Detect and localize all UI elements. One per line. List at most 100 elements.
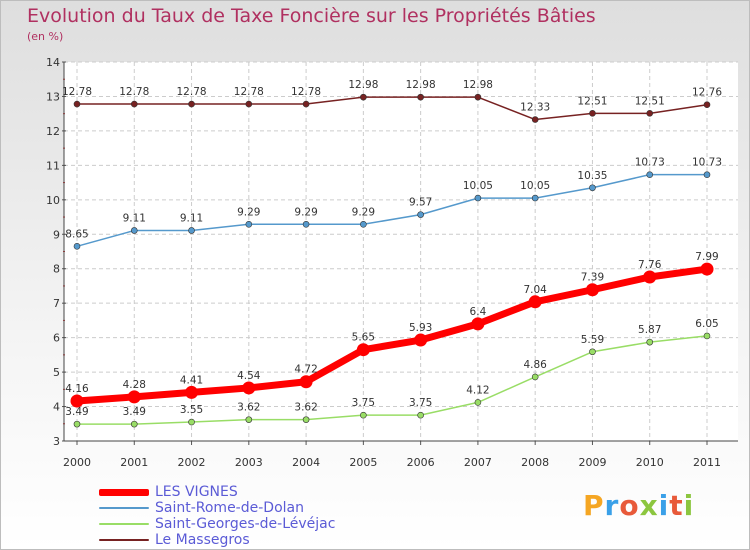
data-point <box>646 110 654 117</box>
data-point <box>302 220 310 228</box>
data-label: 10.73 <box>635 157 665 169</box>
data-point <box>646 338 654 346</box>
chart-subtitle: (en %) <box>27 30 64 43</box>
data-point <box>585 283 599 297</box>
legend-item: Saint-Rome-de-Dolan <box>99 500 335 516</box>
data-label: 12.78 <box>177 86 207 98</box>
data-point <box>360 411 367 419</box>
chart-legend: LES VIGNES Saint-Rome-de-Dolan Saint-Georg… <box>99 484 335 548</box>
data-label: 12.98 <box>348 79 378 91</box>
data-point <box>589 110 596 117</box>
y-tick-label: 7 <box>53 297 60 310</box>
data-point <box>643 270 657 284</box>
series-line <box>76 173 708 248</box>
x-tick-label: 2004 <box>292 456 320 469</box>
data-label: 9.29 <box>294 206 317 218</box>
data-label: 10.05 <box>463 180 493 192</box>
data-point <box>360 220 367 228</box>
data-label: 7.99 <box>695 251 718 263</box>
data-label: 4.16 <box>65 383 89 395</box>
y-tick-label: 9 <box>53 228 60 241</box>
data-label: 6.4 <box>470 306 487 318</box>
x-tick-label: 2010 <box>636 456 664 469</box>
data-point <box>417 93 424 101</box>
data-point <box>130 227 138 234</box>
y-tick-label: 14 <box>46 56 60 69</box>
data-point <box>130 100 138 108</box>
data-label: 7.04 <box>523 284 547 296</box>
data-label: 10.73 <box>692 157 722 169</box>
data-point <box>646 171 654 178</box>
data-point <box>700 262 714 276</box>
legend-label: Le Massegros <box>155 532 250 548</box>
data-label: 12.76 <box>692 87 722 99</box>
data-label: 9.11 <box>180 212 203 224</box>
data-point <box>299 375 313 389</box>
data-label: 3.49 <box>65 406 88 418</box>
data-point <box>589 184 596 192</box>
y-tick-label: 6 <box>53 332 60 345</box>
data-label: 12.33 <box>520 102 550 114</box>
y-tick-label: 8 <box>53 263 60 276</box>
data-label: 12.78 <box>291 86 321 98</box>
data-point <box>70 394 84 408</box>
data-label: 5.87 <box>638 324 661 336</box>
data-point <box>474 399 482 406</box>
data-label: 12.78 <box>62 86 92 98</box>
data-point <box>130 420 138 428</box>
data-label: 5.59 <box>581 334 604 346</box>
data-point <box>185 385 199 399</box>
legend-label: LES VIGNES <box>155 484 238 500</box>
x-tick-label: 2002 <box>178 456 206 469</box>
data-point <box>127 390 141 404</box>
data-point <box>245 416 253 423</box>
data-label: 3.75 <box>352 397 375 409</box>
data-label: 6.05 <box>695 318 718 330</box>
x-tick-label: 2008 <box>521 456 549 469</box>
data-label: 3.49 <box>123 406 146 418</box>
data-label: 8.65 <box>65 228 88 240</box>
series-line <box>73 265 711 405</box>
series-line <box>76 335 708 425</box>
legend-item: Saint-Georges-de-Lévéjac <box>99 516 335 532</box>
x-tick-label: 2003 <box>235 456 263 469</box>
data-label: 4.28 <box>123 379 146 391</box>
data-point <box>414 333 428 347</box>
data-label: 12.98 <box>463 79 493 91</box>
data-label: 4.86 <box>523 359 547 371</box>
data-point <box>417 211 424 218</box>
x-tick-label: 2011 <box>693 456 721 469</box>
data-label: 10.05 <box>520 180 550 192</box>
data-label: 5.93 <box>409 322 432 334</box>
chart-title: Evolution du Taux de Taxe Foncière sur l… <box>27 5 596 27</box>
y-tick-label: 3 <box>53 435 60 448</box>
data-label: 9.11 <box>123 212 146 224</box>
data-point <box>245 220 253 228</box>
x-tick-label: 2000 <box>63 456 91 469</box>
legend-item: Le Massegros <box>99 532 335 548</box>
x-tick-label: 2005 <box>349 456 377 469</box>
data-point <box>474 93 482 101</box>
data-label: 4.54 <box>237 370 261 382</box>
data-label: 3.55 <box>180 404 203 416</box>
legend-swatch <box>99 507 149 509</box>
data-point <box>188 100 195 108</box>
plot-area <box>64 62 738 441</box>
data-label: 7.39 <box>581 272 604 284</box>
data-point <box>73 243 81 250</box>
data-point <box>188 418 195 426</box>
legend-swatch <box>99 488 149 496</box>
y-tick-label: 10 <box>46 194 60 207</box>
y-tick-label: 4 <box>53 401 60 414</box>
data-label: 4.72 <box>294 364 317 376</box>
data-label: 12.78 <box>234 86 264 98</box>
y-tick-label: 12 <box>46 125 60 138</box>
data-point <box>360 93 367 101</box>
data-label: 9.29 <box>352 206 375 218</box>
data-point <box>356 343 370 357</box>
y-tick-label: 5 <box>53 366 60 379</box>
data-label: 3.62 <box>237 402 260 414</box>
data-label: 4.12 <box>466 384 489 396</box>
data-point <box>73 100 81 108</box>
